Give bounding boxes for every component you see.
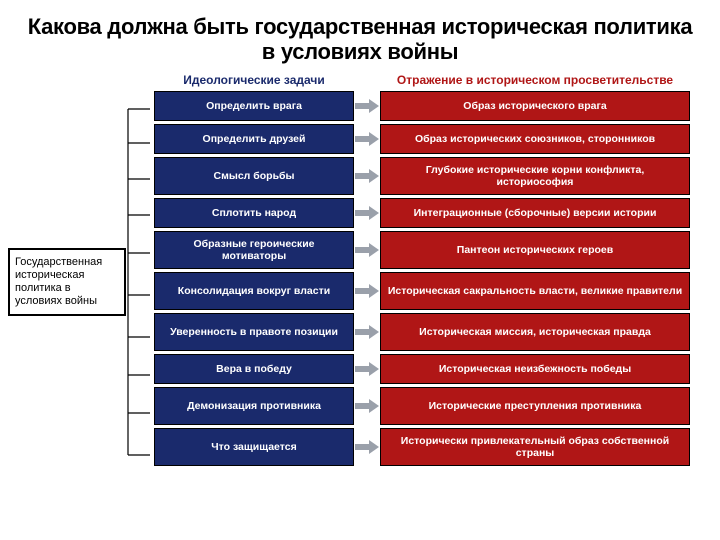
arrow-right-icon	[354, 231, 380, 269]
diagram-row: Уверенность в правоте позиции Историческа…	[154, 313, 708, 351]
ideological-task-box: Демонизация противника	[154, 387, 354, 425]
page-title: Какова должна быть государственная истор…	[0, 0, 720, 73]
diagram-row: Консолидация вокруг власти Историческая с…	[154, 272, 708, 310]
ideological-task-box: Что защищается	[154, 428, 354, 466]
header-ideological: Идеологические задачи	[154, 73, 354, 87]
historical-reflection-box: Историческая неизбежность победы	[380, 354, 690, 384]
historical-reflection-box: Историческая миссия, историческая правда	[380, 313, 690, 351]
historical-reflection-box: Образ исторического врага	[380, 91, 690, 121]
historical-reflection-box: Образ исторических союзников, стороннико…	[380, 124, 690, 154]
diagram-row: Вера в победу Историческая неизбежность п…	[154, 354, 708, 384]
historical-reflection-box: Исторические преступления противника	[380, 387, 690, 425]
header-historical: Отражение в историческом просветительств…	[380, 73, 690, 87]
diagram-row: Образные героические мотиваторы Пантеон и…	[154, 231, 708, 269]
historical-reflection-box: Глубокие исторические корни конфликта, и…	[380, 157, 690, 195]
ideological-task-box: Смысл борьбы	[154, 157, 354, 195]
arrow-right-icon	[354, 272, 380, 310]
diagram-row: Демонизация противника Исторические прест…	[154, 387, 708, 425]
arrow-right-icon	[354, 157, 380, 195]
source-label-box: Государственная историческая политика в …	[8, 248, 126, 317]
arrow-right-icon	[354, 91, 380, 121]
header-spacer	[354, 73, 380, 87]
diagram-row: Определить врага Образ исторического враг…	[154, 91, 708, 121]
arrow-right-icon	[354, 387, 380, 425]
arrow-right-icon	[354, 198, 380, 228]
arrow-right-icon	[354, 124, 380, 154]
historical-reflection-box: Историческая сакральность власти, велики…	[380, 272, 690, 310]
historical-reflection-box: Пантеон исторических героев	[380, 231, 690, 269]
historical-reflection-box: Исторически привлекательный образ собств…	[380, 428, 690, 466]
ideological-task-box: Образные героические мотиваторы	[154, 231, 354, 269]
diagram-row: Что защищается Исторически привлекательны…	[154, 428, 708, 466]
arrow-right-icon	[354, 313, 380, 351]
column-headers: Идеологические задачи Отражение в истори…	[154, 73, 708, 87]
ideological-task-box: Уверенность в правоте позиции	[154, 313, 354, 351]
ideological-task-box: Определить врага	[154, 91, 354, 121]
ideological-task-box: Определить друзей	[154, 124, 354, 154]
arrow-right-icon	[354, 428, 380, 466]
historical-reflection-box: Интеграционные (сборочные) версии истори…	[380, 198, 690, 228]
diagram-row: Смысл борьбы Глубокие исторические корни …	[154, 157, 708, 195]
diagram-row: Определить друзей Образ исторических союз…	[154, 124, 708, 154]
ideological-task-box: Сплотить народ	[154, 198, 354, 228]
arrow-right-icon	[354, 354, 380, 384]
ideological-task-box: Консолидация вокруг власти	[154, 272, 354, 310]
rows-container: Определить врага Образ исторического враг…	[154, 91, 708, 466]
diagram-container: Государственная историческая политика в …	[0, 73, 720, 466]
ideological-task-box: Вера в победу	[154, 354, 354, 384]
diagram-row: Сплотить народ Интеграционные (сборочные)…	[154, 198, 708, 228]
